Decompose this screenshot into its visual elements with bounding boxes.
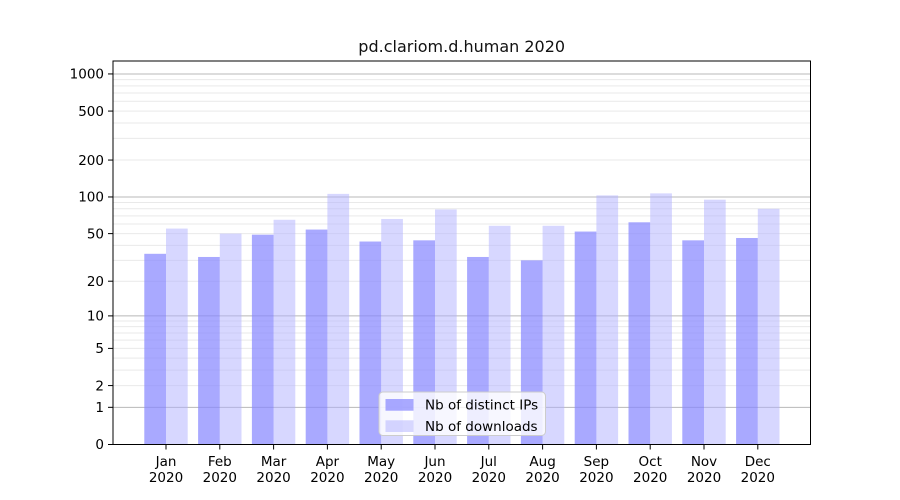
bar-distinct-ips-apr (305, 229, 328, 445)
bar-downloads-jan (166, 228, 188, 445)
y-tick-label: 500 (78, 104, 104, 120)
bar-downloads-apr (327, 193, 350, 445)
bar-downloads-jul (488, 225, 511, 445)
x-tick-label-year: 2020 (633, 470, 667, 486)
y-tick-label: 2 (95, 378, 104, 394)
bar-downloads-mar (273, 219, 296, 445)
x-tick-label-month: Nov (691, 454, 717, 470)
x-tick-label-year: 2020 (418, 470, 452, 486)
bar-downloads-sep (596, 195, 619, 445)
bar-distinct-ips-oct (628, 222, 651, 445)
y-tick-label: 100 (78, 190, 104, 206)
x-tick-label-year: 2020 (203, 470, 237, 486)
x-tick-label-month: Jun (423, 454, 445, 470)
x-tick-label-month: Dec (745, 454, 771, 470)
bar-downloads-may (381, 218, 403, 445)
bar-distinct-ips-jan (144, 253, 166, 445)
x-tick-label-year: 2020 (256, 470, 290, 486)
y-tick-label: 20 (87, 274, 104, 290)
bar-downloads-jun (435, 209, 457, 445)
bar-distinct-ips-mar (251, 234, 274, 445)
bar-downloads-dec (757, 208, 780, 445)
legend-swatch-distinct-ips (385, 399, 414, 411)
legend-swatch-downloads (385, 420, 414, 432)
x-tick-label-month: Apr (316, 454, 340, 470)
y-tick-label: 50 (87, 226, 104, 242)
x-tick-label-year: 2020 (364, 470, 398, 486)
x-tick-label-month: Jul (480, 454, 497, 470)
y-tick-label: 10 (87, 309, 104, 325)
bar-downloads-oct (650, 193, 672, 445)
legend-label-downloads: Nb of downloads (425, 419, 538, 435)
x-tick-label-month: Jan (155, 454, 177, 470)
y-tick-label: 1000 (70, 67, 104, 83)
axes: 01251020501002005001000Jan2020Feb2020Mar… (70, 67, 775, 486)
y-tick-label: 5 (95, 341, 104, 357)
plot-border (112, 60, 811, 445)
bar-downloads-nov (704, 199, 726, 445)
y-tick-label: 200 (78, 153, 104, 169)
x-tick-label-year: 2020 (525, 470, 559, 486)
x-tick-label-month: May (367, 454, 395, 470)
x-tick-label-year: 2020 (310, 470, 344, 486)
x-tick-label-year: 2020 (741, 470, 775, 486)
x-tick-label-month: Sep (584, 454, 609, 470)
legend-label-distinct-ips: Nb of distinct IPs (425, 398, 538, 414)
legend-box (378, 391, 546, 436)
x-tick-label-month: Oct (639, 454, 662, 470)
chart-title: pd.clariom.d.human 2020 (358, 37, 565, 56)
bar-distinct-ips-sep (574, 231, 597, 445)
bar-distinct-ips-nov (682, 240, 704, 445)
y-tick-label: 0 (95, 437, 104, 453)
x-tick-label-month: Feb (208, 454, 232, 470)
x-tick-label-year: 2020 (579, 470, 613, 486)
y-tick-label: 1 (95, 400, 104, 416)
x-tick-label-year: 2020 (687, 470, 721, 486)
x-tick-label-year: 2020 (149, 470, 183, 486)
legend: Nb of distinct IPs Nb of downloads (378, 391, 546, 436)
bar-distinct-ips-feb (198, 256, 220, 445)
bar-downloads-feb (219, 233, 242, 445)
x-tick-label-year: 2020 (472, 470, 506, 486)
x-tick-label-month: Aug (529, 454, 555, 470)
bar-distinct-ips-dec (736, 237, 758, 445)
x-tick-label-month: Mar (261, 454, 287, 470)
bar-distinct-ips-may (359, 241, 382, 445)
bar-downloads-aug (542, 225, 565, 445)
